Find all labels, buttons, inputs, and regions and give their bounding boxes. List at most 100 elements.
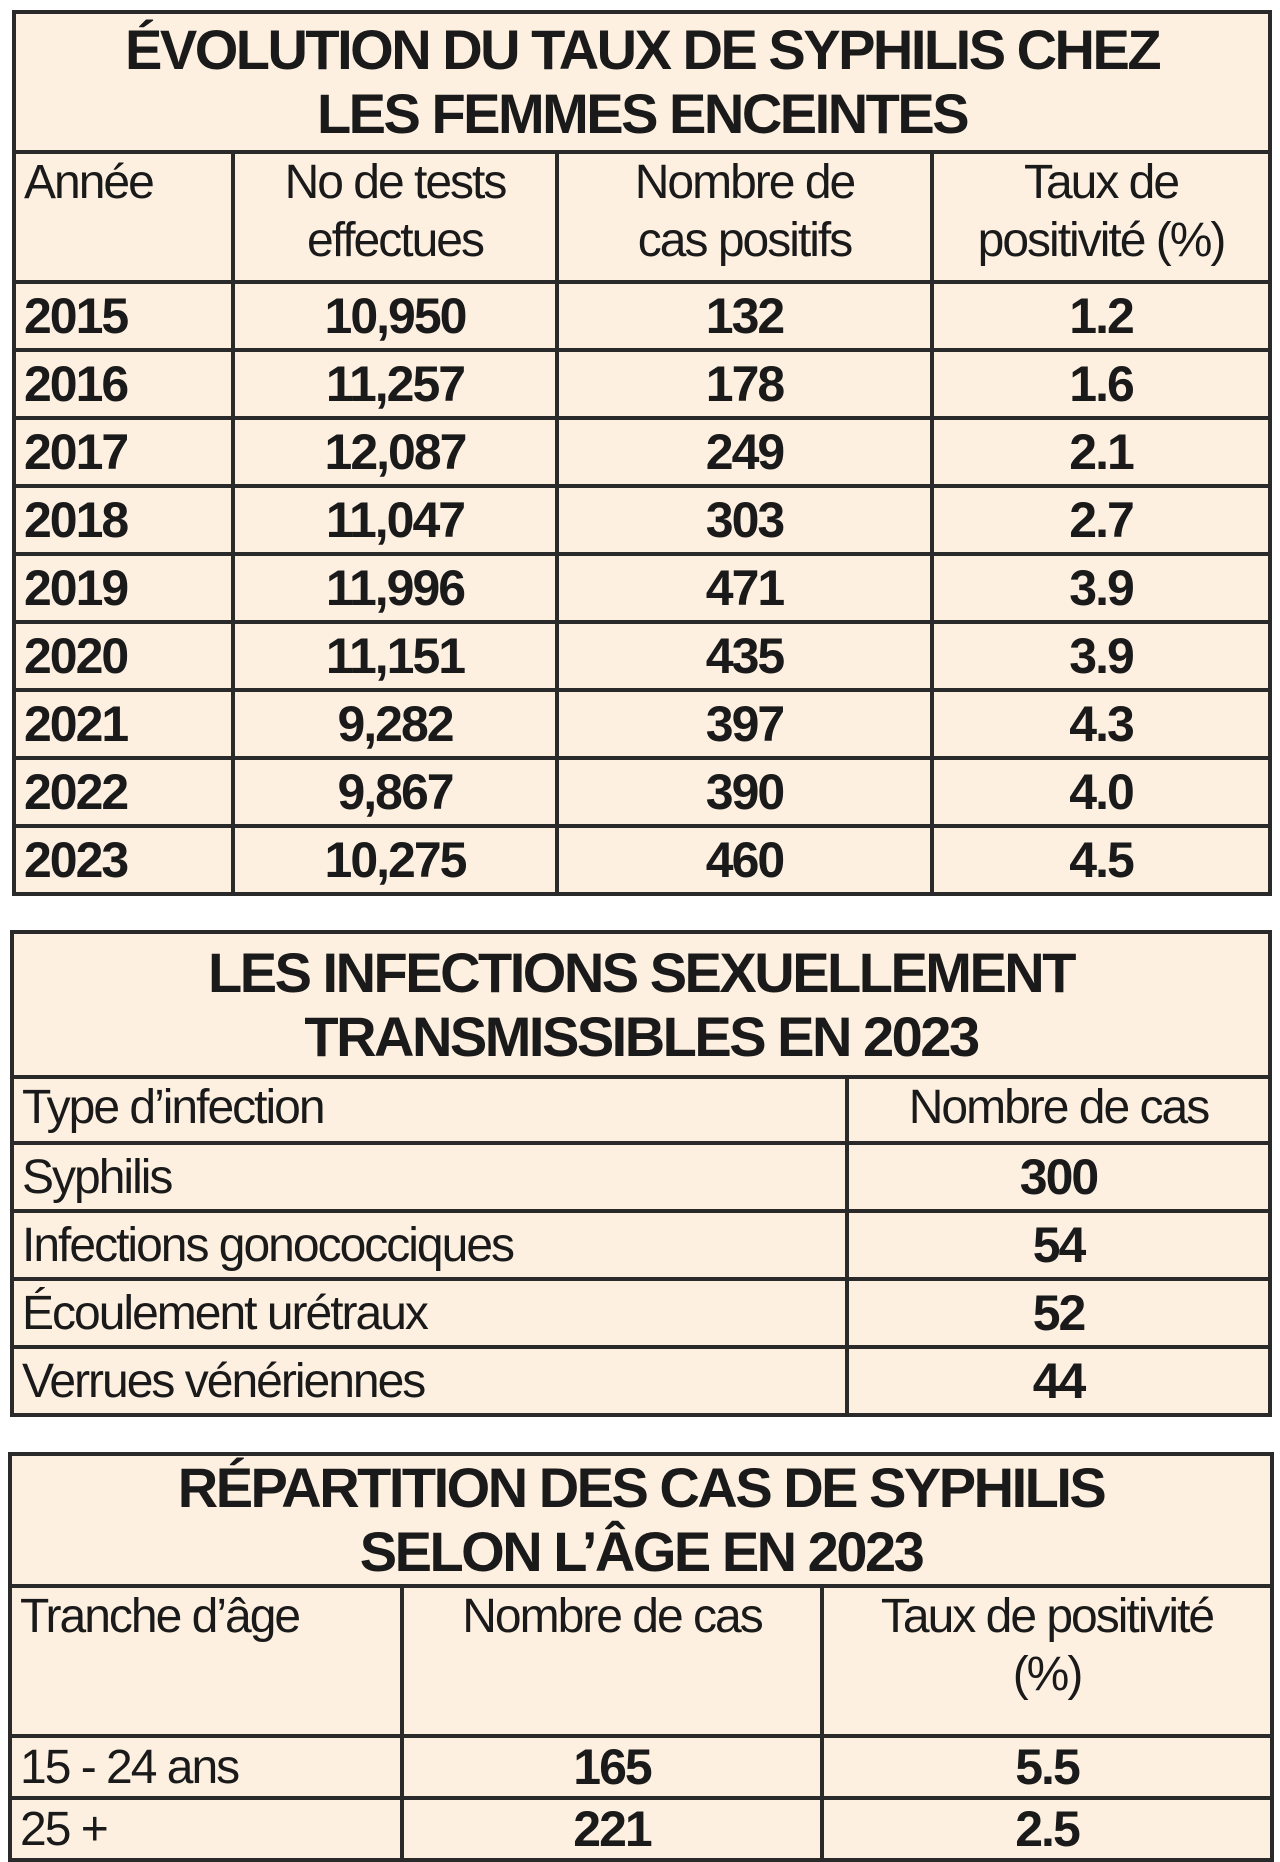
title-line: ÉVOLUTION DU TAUX DE SYPHILIS CHEZ — [125, 18, 1162, 81]
table-title: LES INFECTIONS SEXUELLEMENT TRANSMISSIBLE… — [10, 930, 1272, 1079]
table-cell: 2021 — [12, 688, 235, 760]
table-cell: 9,867 — [231, 756, 559, 828]
table-cell: 10,950 — [231, 280, 559, 352]
table-cell: 4.0 — [929, 756, 1273, 828]
table-cell: 25 + — [8, 1796, 404, 1862]
table-cell: 2020 — [12, 620, 235, 692]
header-text: No de tests — [284, 156, 508, 209]
table-cell: Écoulement urétraux — [10, 1277, 849, 1349]
table-title: RÉPARTITION DES CAS DE SYPHILIS SELON L’Â… — [7, 1452, 1275, 1588]
header-tests: No de tests effectues — [231, 150, 559, 284]
table-cell: Verrues vénériennes — [10, 1345, 849, 1417]
table-cell: Syphilis — [10, 1141, 849, 1213]
table-cell: 3.9 — [929, 620, 1273, 692]
sti-2023-table: LES INFECTIONS SEXUELLEMENT TRANSMISSIBLE… — [10, 930, 1272, 1417]
table-cell: 178 — [555, 348, 934, 420]
header-text: effectues — [307, 214, 485, 267]
header-case-count: Nombre de cas — [400, 1584, 824, 1738]
header-row: Type d’infection Nombre de cas — [10, 1075, 1272, 1145]
header-text: Taux de positivité — [880, 1590, 1215, 1643]
table-cell: 2017 — [12, 416, 235, 488]
table-row: 15 - 24 ans 165 5.5 — [8, 1734, 1275, 1800]
table-cell: 54 — [845, 1209, 1272, 1281]
title-line: LES FEMMES ENCEINTES — [316, 82, 970, 145]
title-line: RÉPARTITION DES CAS DE SYPHILIS — [177, 1456, 1107, 1519]
header-text: Taux de — [1023, 156, 1180, 209]
table-cell: 132 — [555, 280, 934, 352]
table-cell: 221 — [400, 1796, 824, 1862]
table-cell: 471 — [555, 552, 934, 624]
table-cell: 11,996 — [231, 552, 559, 624]
table-row: Verrues vénériennes 44 — [10, 1345, 1272, 1417]
header-row: Année No de tests effectues Nombre de cas … — [12, 150, 1273, 284]
table-cell: 435 — [555, 620, 934, 692]
title-line: SELON L’ÂGE EN 2023 — [359, 1520, 925, 1583]
header-text: Nombre de — [634, 156, 856, 209]
table-cell: 11,047 — [231, 484, 559, 556]
table-row: Écoulement urétraux 52 — [10, 1277, 1272, 1349]
table-cell: 460 — [555, 824, 934, 896]
header-year: Année — [12, 150, 235, 284]
table-row: 2017 12,087 249 2.1 — [12, 416, 1273, 488]
table-cell: 2016 — [12, 348, 235, 420]
header-text: (%) — [1012, 1648, 1084, 1701]
syphilis-by-age-table: RÉPARTITION DES CAS DE SYPHILIS SELON L’Â… — [7, 1452, 1275, 1862]
table-row: 2015 10,950 132 1.2 — [12, 280, 1273, 352]
header-positivity-rate: Taux de positivité (%) — [929, 150, 1273, 284]
table-cell: 2022 — [12, 756, 235, 828]
table-title: ÉVOLUTION DU TAUX DE SYPHILIS CHEZ LES FE… — [11, 10, 1273, 154]
table-cell: 4.3 — [929, 688, 1273, 760]
table-cell: 5.5 — [819, 1734, 1275, 1800]
header-infection-type: Type d’infection — [10, 1075, 849, 1145]
table-cell: 11,151 — [231, 620, 559, 692]
header-row: Tranche d’âge Nombre de cas Taux de posi… — [8, 1584, 1275, 1738]
table-cell: 52 — [845, 1277, 1272, 1349]
table-row: 2019 11,996 471 3.9 — [12, 552, 1273, 624]
header-text: positivité (%) — [977, 214, 1227, 267]
table-cell: 165 — [400, 1734, 824, 1800]
table-cell: 2015 — [12, 280, 235, 352]
table-cell: 11,257 — [231, 348, 559, 420]
table-cell: 2023 — [12, 824, 235, 896]
table-row: 2021 9,282 397 4.3 — [12, 688, 1273, 760]
table-cell: 397 — [555, 688, 934, 760]
table-cell: 4.5 — [929, 824, 1273, 896]
table-cell: 2.1 — [929, 416, 1273, 488]
table-cell: 2.7 — [929, 484, 1273, 556]
table-row: 2016 11,257 178 1.6 — [12, 348, 1273, 420]
table-cell: 1.2 — [929, 280, 1273, 352]
table-row: 2018 11,047 303 2.7 — [12, 484, 1273, 556]
table-cell: 15 - 24 ans — [8, 1734, 404, 1800]
table-cell: 12,087 — [231, 416, 559, 488]
table-cell: 2019 — [12, 552, 235, 624]
title-line: LES INFECTIONS SEXUELLEMENT — [208, 940, 1076, 1004]
table-cell: 44 — [845, 1345, 1272, 1417]
table-row: 2023 10,275 460 4.5 — [12, 824, 1273, 896]
table-cell: 2.5 — [819, 1796, 1275, 1862]
header-case-count: Nombre de cas — [845, 1075, 1272, 1145]
table-cell: 3.9 — [929, 552, 1273, 624]
header-text: Tranche d’âge — [20, 1590, 301, 1643]
title-line: TRANSMISSIBLES EN 2023 — [304, 1004, 980, 1068]
syphilis-pregnant-women-table: ÉVOLUTION DU TAUX DE SYPHILIS CHEZ LES FE… — [11, 10, 1273, 896]
table-cell: Infections gonococciques — [10, 1209, 849, 1281]
table-row: 2022 9,867 390 4.0 — [12, 756, 1273, 828]
header-text: Nombre de cas — [462, 1590, 763, 1643]
table-row: Infections gonococciques 54 — [10, 1209, 1272, 1281]
table-cell: 10,275 — [231, 824, 559, 896]
table-cell: 9,282 — [231, 688, 559, 760]
table-row: Syphilis 300 — [10, 1141, 1272, 1213]
table-row: 25 +221 2.5 — [8, 1796, 1275, 1862]
header-positive-cases: Nombre de cas positifs — [555, 150, 934, 284]
header-text: Année — [24, 156, 155, 209]
table-cell: 249 — [555, 416, 934, 488]
header-positivity-rate: Taux de positivité (%) — [819, 1584, 1275, 1738]
table-cell: 303 — [555, 484, 934, 556]
table-cell: 390 — [555, 756, 934, 828]
table-row: 2020 11,151 435 3.9 — [12, 620, 1273, 692]
table-cell: 2018 — [12, 484, 235, 556]
header-age-range: Tranche d’âge — [8, 1584, 404, 1738]
table-cell: 300 — [845, 1141, 1272, 1213]
table-cell: 1.6 — [929, 348, 1273, 420]
header-text: cas positifs — [637, 214, 853, 267]
